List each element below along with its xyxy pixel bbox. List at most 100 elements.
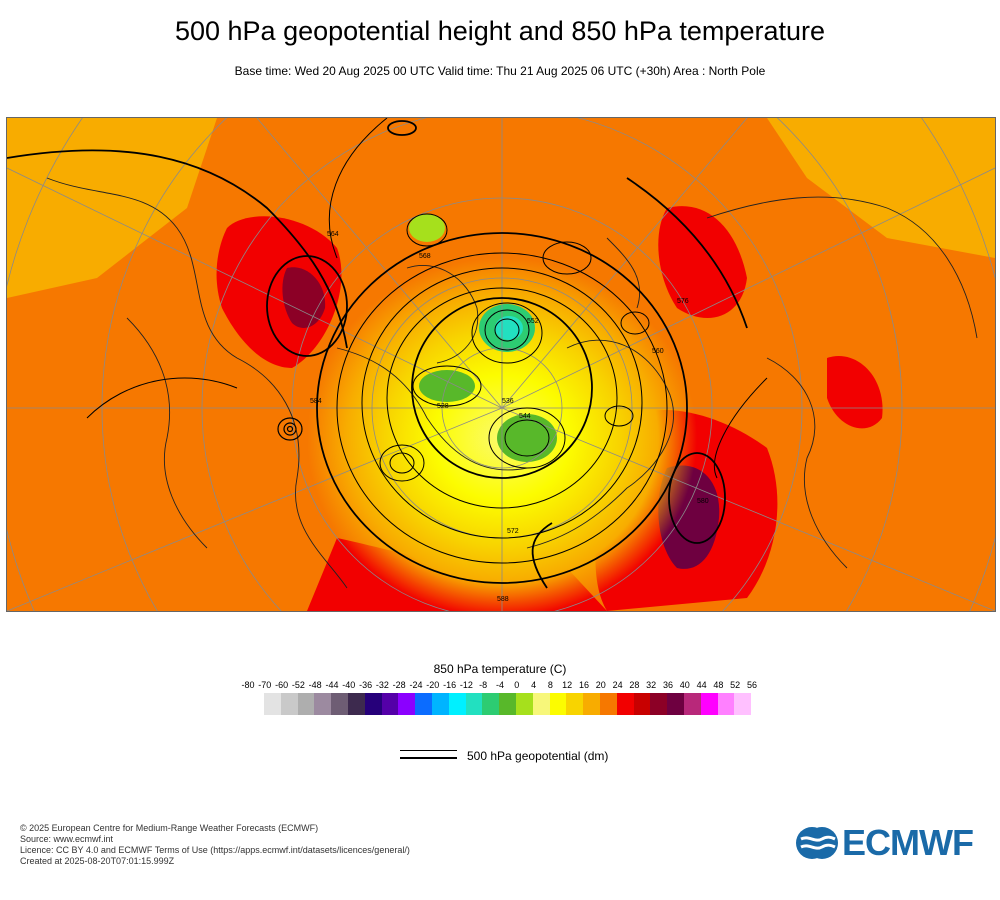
geopotential-contours [7, 118, 768, 589]
colorbar-tick-label: 16 [578, 680, 590, 690]
colorbar-tick-label: 52 [730, 680, 741, 690]
colorbar-swatch [465, 693, 483, 715]
colorbar-tick-label: -36 [359, 680, 373, 690]
colorbar-tick-label: -80 [241, 680, 255, 690]
created-line: Created at 2025-08-20T07:01:15.999Z [20, 856, 175, 866]
north-pole-map: 568 564 576 584 552 544 536 528 560 572 … [6, 117, 996, 612]
colorbar-tick-label: 0 [514, 680, 520, 690]
colorbar-swatch [314, 693, 332, 715]
cold-core-3 [497, 414, 557, 462]
colorbar-tick-label: 48 [713, 680, 724, 690]
contour-labels: 568 564 576 584 552 544 536 528 560 572 … [310, 231, 709, 603]
cold-core-2 [419, 370, 475, 402]
colorbar-swatch [297, 693, 315, 715]
colorbar-tick-label: 36 [662, 680, 674, 690]
contour-label: 544 [519, 413, 531, 420]
coastlines [46, 177, 978, 589]
colorbar-tick-label: 56 [746, 680, 758, 690]
contour-label: 588 [497, 596, 509, 603]
colorbar-tick-label: 28 [629, 680, 640, 690]
colorbar-tick-label: -24 [409, 680, 423, 690]
colorbar-tick-label: -16 [443, 680, 457, 690]
contour-label: 552 [527, 318, 539, 325]
colorbar-tick-label: 12 [562, 680, 573, 690]
hot-region-east [827, 356, 883, 429]
colorbar-swatch [415, 693, 432, 715]
contour-label: 536 [502, 398, 514, 405]
cold-core-4 [409, 214, 445, 242]
colorbar-tick-label: -28 [392, 680, 406, 690]
licence-line: Licence: CC BY 4.0 and ECMWF Terms of Us… [20, 845, 410, 855]
ecmwf-logo: ECMWF [795, 822, 985, 863]
colorbar-tick-label: -60 [275, 680, 289, 690]
colorbar-swatch [347, 693, 365, 715]
colorbar-tick-label: -70 [258, 680, 272, 690]
colorbar-swatch [650, 693, 668, 715]
colorbar-tick-label: -52 [291, 680, 305, 690]
colorbar-tick-label: 4 [531, 680, 537, 690]
chart-subtitle: Base time: Wed 20 Aug 2025 00 UTC Valid … [234, 64, 766, 78]
colorbar-swatch [599, 693, 617, 715]
temperature-legend-ticks: -80 -70 -60 -52 -48 -44 -40 -36 -32 -28 -24 -20 -16-… [240, 680, 760, 694]
ecmwf-logo-icon [796, 827, 838, 859]
hot-region-siberia [658, 206, 747, 318]
warm-region-east [767, 118, 995, 258]
colorbar-swatch [700, 693, 718, 715]
contour-label: 580 [697, 498, 709, 505]
contour-label: 576 [677, 298, 689, 305]
colorbar-swatch [264, 693, 281, 715]
colorbar-tick-label: -8 [479, 680, 488, 690]
colorbar-swatch [381, 693, 399, 715]
hot-region-canada [216, 216, 342, 368]
colorbar-swatch [364, 693, 382, 715]
contour-label: 584 [310, 398, 322, 405]
colorbar-swatch [683, 693, 701, 715]
source-line: Source: www.ecmwf.int [20, 834, 114, 844]
colorbar-tick-label: 32 [646, 680, 657, 690]
colorbar-swatch [549, 693, 567, 715]
footer: © 2025 European Centre for Medium-Range … [20, 823, 410, 867]
colorbar-swatch [734, 693, 752, 715]
temperature-colorbar [264, 693, 752, 715]
contour-label: 528 [437, 403, 449, 410]
colorbar-swatch [532, 693, 550, 715]
colorbar-swatch [717, 693, 735, 715]
colorbar-tick-label: 8 [547, 680, 553, 690]
colorbar-tick-label: 40 [679, 680, 690, 690]
colorbar-tick-label: -32 [375, 680, 389, 690]
geopotential-legend-label: 500 hPa geopotential (dm) [467, 749, 609, 763]
colorbar-swatch [448, 693, 466, 715]
colorbar-swatch [583, 693, 600, 715]
colorbar-swatch [482, 693, 500, 715]
contour-label: 568 [419, 253, 431, 260]
colorbar-tick-label: -12 [459, 680, 473, 690]
contour-label: 564 [327, 231, 339, 238]
colorbar-tick-label: 20 [595, 680, 606, 690]
colorbar-tick-label: 44 [696, 680, 707, 690]
colorbar-swatch [633, 693, 651, 715]
geopotential-legend: 500 hPa geopotential (dm) [400, 748, 660, 768]
colorbar-tick-label: 24 [612, 680, 623, 690]
copyright-line: © 2025 European Centre for Medium-Range … [20, 823, 319, 833]
colorbar-tick-label: -44 [325, 680, 339, 690]
colorbar-swatch [499, 693, 516, 715]
colorbar-swatch [616, 693, 634, 715]
colorbar-swatch [331, 693, 348, 715]
warm-region-west [7, 118, 217, 298]
colorbar-swatch [515, 693, 533, 715]
temperature-legend-title: 850 hPa temperature (C) [433, 662, 567, 676]
colorbar-tick-label: -40 [342, 680, 356, 690]
colorbar-swatch [431, 693, 449, 715]
colorbar-swatch [398, 693, 416, 715]
colorbar-tick-label: -20 [426, 680, 440, 690]
contour-label: 572 [507, 528, 519, 535]
colorbar-swatch [566, 693, 584, 715]
chart-title: 500 hPa geopotential height and 850 hPa … [174, 16, 825, 46]
colorbar-tick-label: -4 [495, 680, 505, 690]
colorbar-swatch [280, 693, 298, 715]
geopotential-line-sample [400, 750, 457, 762]
ecmwf-logo-text: ECMWF [842, 822, 974, 863]
contour-label: 560 [652, 348, 664, 355]
colorbar-tick-label: -48 [308, 680, 322, 690]
colorbar-swatch [667, 693, 684, 715]
